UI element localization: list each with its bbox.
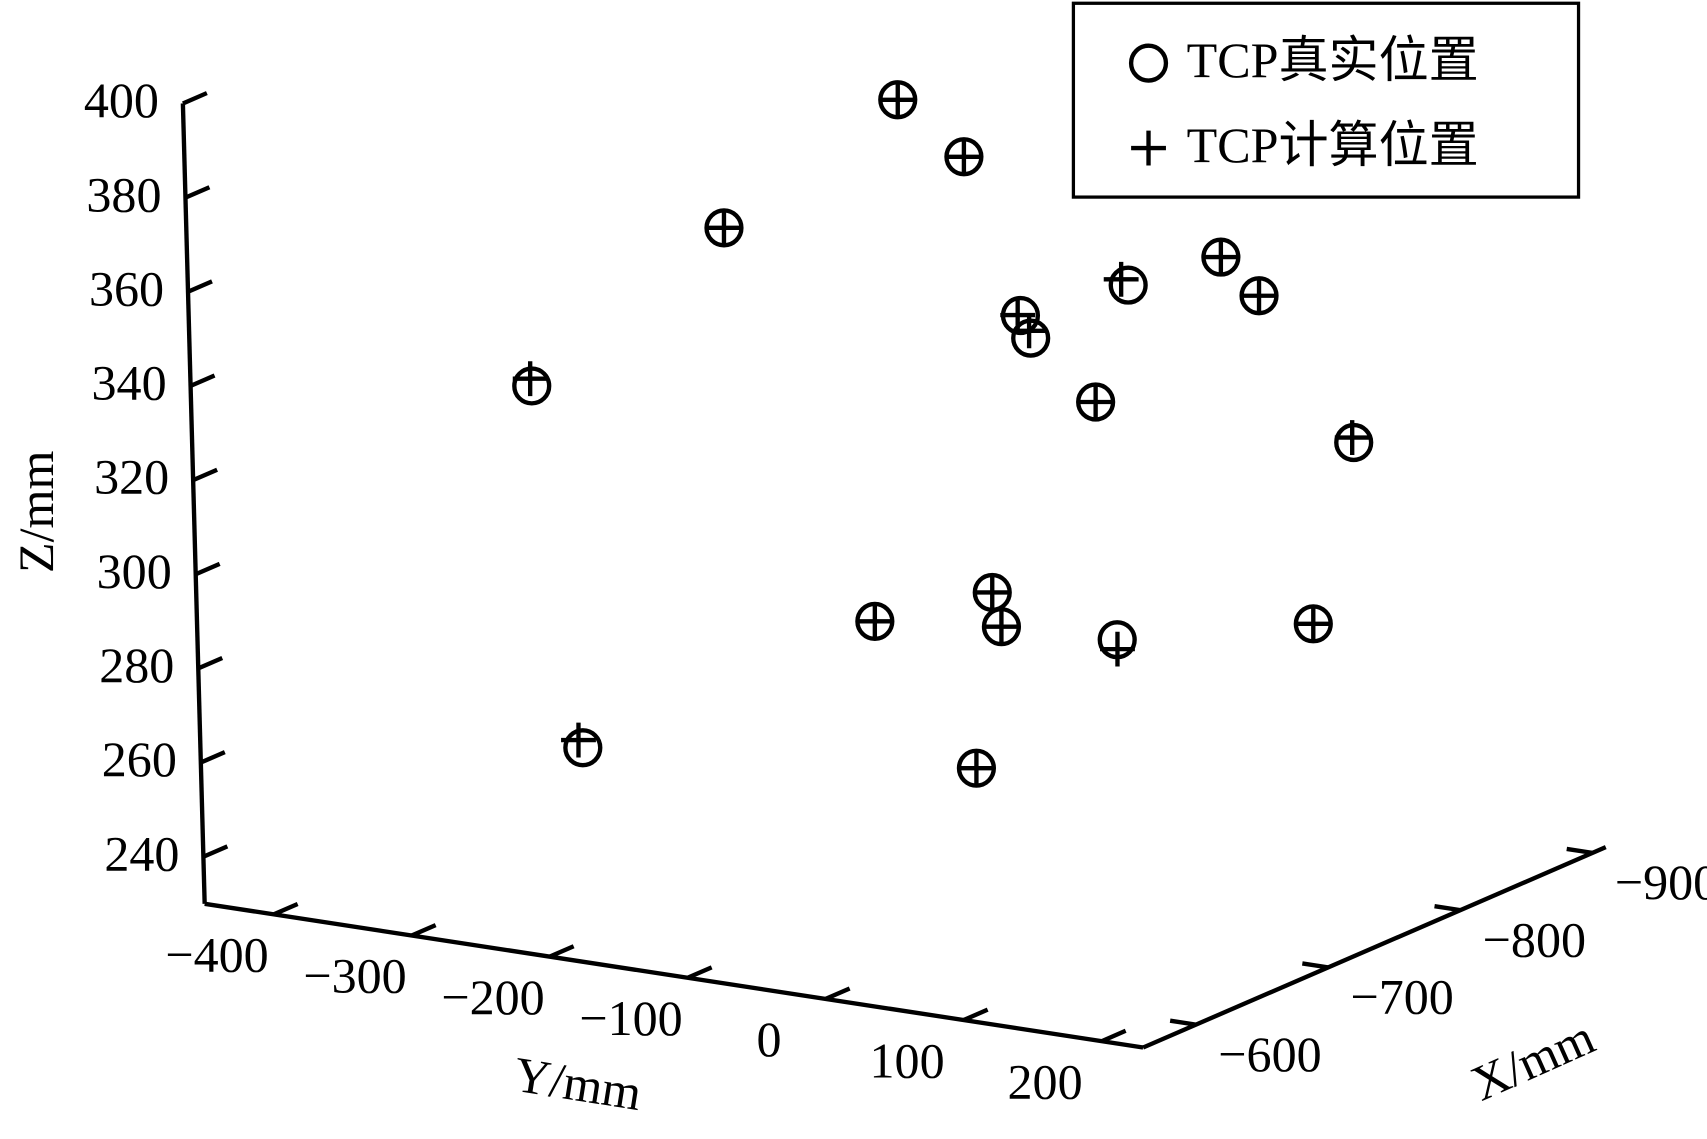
point-plus (1078, 384, 1114, 420)
z-tick-label: 300 (97, 543, 172, 599)
point-plus (1100, 631, 1135, 667)
point-circle (1128, 43, 1169, 83)
y-tick (272, 901, 299, 917)
y-tick-label: −300 (303, 948, 406, 1004)
x-axis-line (1142, 845, 1607, 1050)
legend-label: TCP真实位置 (1187, 32, 1479, 88)
y-tick-label: −200 (441, 969, 544, 1025)
x-tick (1566, 846, 1593, 856)
point-plus (1131, 130, 1166, 166)
point-plus (974, 575, 1010, 610)
point-plus (1334, 420, 1370, 455)
z-tick (197, 656, 224, 671)
y-tick-label: −100 (579, 990, 682, 1046)
z-tick-label: 400 (84, 72, 159, 128)
z-tick (184, 185, 211, 200)
point-plus (706, 210, 742, 246)
z-tick (189, 373, 216, 388)
legend: TCP真实位置 TCP计算位置 (1071, 1, 1581, 199)
z-tick (182, 91, 208, 106)
y-tick-label: −400 (165, 927, 268, 983)
z-axis-line (180, 103, 207, 904)
point-circle (1108, 265, 1148, 305)
z-tick-label: 380 (86, 166, 161, 222)
point-plus (561, 722, 596, 758)
z-axis-title: Z/mm (8, 451, 64, 573)
z-tick (199, 750, 226, 765)
point-plus (857, 603, 893, 639)
y-tick (962, 1007, 989, 1023)
y-axis-line (204, 901, 1144, 1050)
z-tick-label: 280 (99, 637, 174, 693)
point-plus (1203, 239, 1239, 275)
x-tick-label: −800 (1483, 911, 1586, 967)
point-plus (984, 609, 1019, 645)
point-plus (512, 361, 548, 397)
legend-label: TCP计算位置 (1187, 117, 1479, 173)
x-tick-label: −600 (1218, 1026, 1321, 1082)
z-tick (202, 844, 229, 859)
x-tick (1434, 904, 1461, 913)
z-tick (192, 467, 218, 483)
point-plus (1103, 261, 1139, 297)
y-axis-title: Y/mm (510, 1046, 645, 1121)
x-tick-label: −900 (1615, 854, 1707, 910)
y-tick-label: 200 (1008, 1053, 1083, 1109)
y-tick (686, 965, 713, 980)
y-tick (824, 986, 851, 1001)
point-plus (958, 750, 994, 786)
x-tick-label: −700 (1350, 969, 1453, 1025)
point-plus (1011, 313, 1047, 349)
z-tick (187, 279, 213, 294)
z-tick-label: 240 (104, 825, 179, 881)
point-plus (946, 139, 982, 175)
y-tick (410, 923, 437, 938)
z-tick-label: 340 (92, 355, 167, 411)
x-tick (1169, 1018, 1197, 1027)
point-plus (1241, 278, 1277, 314)
z-tick (194, 561, 221, 577)
point-plus (1295, 606, 1331, 642)
z-tick-label: 360 (89, 260, 164, 316)
z-tick-label: 260 (102, 731, 177, 787)
y-tick-label: 0 (757, 1011, 782, 1067)
z-tick-label: 320 (94, 449, 169, 505)
x-axis-title: X/mm (1463, 1008, 1603, 1111)
legend-box (1071, 1, 1581, 199)
x-tick (1301, 961, 1329, 970)
y-tick (1100, 1028, 1127, 1044)
y-tick-label: 100 (870, 1032, 945, 1088)
point-plus (880, 82, 916, 118)
point-circle (563, 728, 603, 768)
y-tick (548, 944, 575, 959)
